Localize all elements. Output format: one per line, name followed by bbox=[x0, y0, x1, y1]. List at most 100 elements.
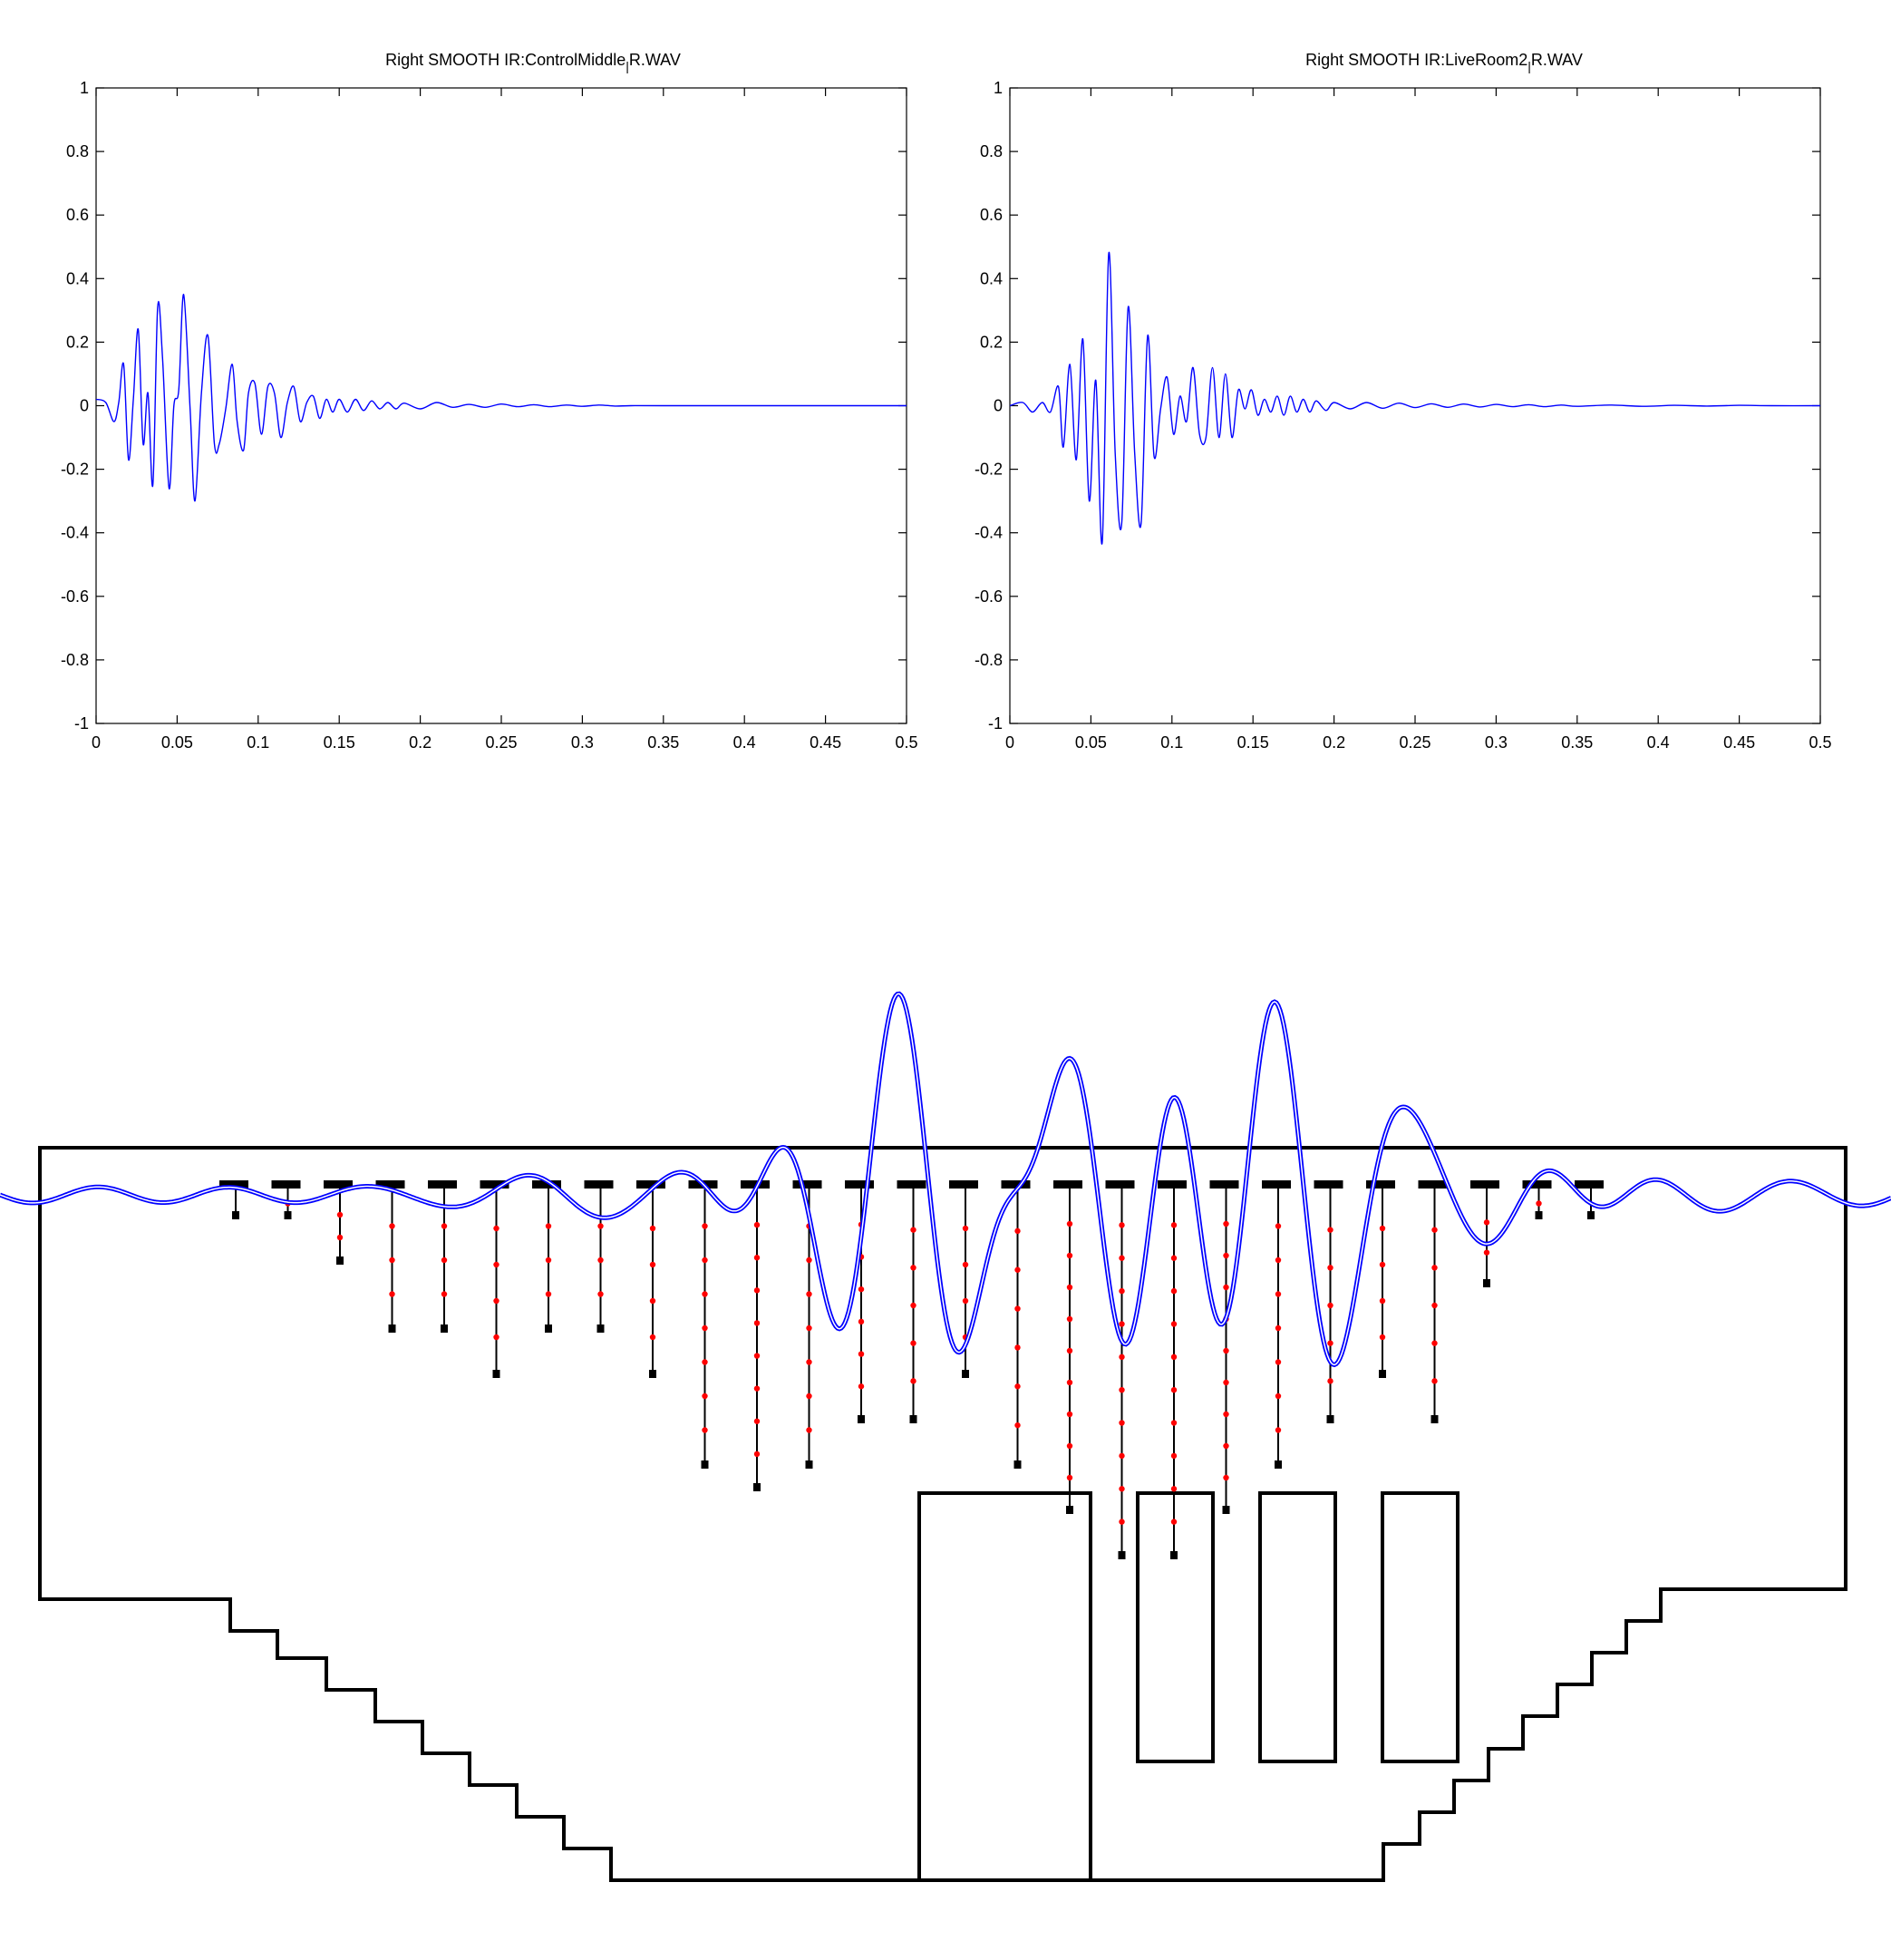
series-line bbox=[1009, 251, 1821, 545]
y-tick-label: -0.6 bbox=[975, 587, 1003, 606]
box-3 bbox=[1381, 1491, 1459, 1763]
stick-dot bbox=[1275, 1223, 1282, 1229]
stick-dot bbox=[1066, 1252, 1073, 1259]
stick-dot bbox=[493, 1297, 499, 1305]
stick-dot bbox=[1066, 1284, 1073, 1291]
x-tick-label: 0.05 bbox=[161, 733, 193, 752]
stick-dot bbox=[1170, 1255, 1178, 1261]
diffuser-tile bbox=[1470, 1180, 1499, 1189]
diffuser-tile bbox=[1001, 1180, 1031, 1189]
diffuser-stick bbox=[428, 1180, 457, 1333]
diffuser-tile bbox=[480, 1180, 509, 1189]
stick-dot bbox=[493, 1334, 499, 1341]
y-tick-label: -0.6 bbox=[61, 587, 89, 606]
stick-weight bbox=[388, 1324, 396, 1333]
diffuser-stick bbox=[688, 1180, 718, 1469]
stick-dot bbox=[1170, 1420, 1178, 1426]
stick-dot bbox=[1066, 1474, 1073, 1481]
diffuser-tile bbox=[1366, 1180, 1395, 1189]
y-tick-label: 0.6 bbox=[66, 206, 89, 224]
stick-dot bbox=[1119, 1486, 1125, 1492]
plot-title-main: Right SMOOTH IR:LiveRoom2 bbox=[1305, 51, 1527, 69]
plot-title-suffix: R.WAV bbox=[629, 51, 681, 69]
diffuser-tile bbox=[1522, 1180, 1552, 1189]
stick-weight bbox=[701, 1460, 709, 1469]
stick-dot bbox=[389, 1291, 395, 1297]
stick-dot bbox=[858, 1383, 865, 1390]
stick-weight bbox=[1430, 1415, 1439, 1423]
stick-dot bbox=[597, 1223, 604, 1229]
stick-dot bbox=[1119, 1222, 1125, 1228]
x-tick-label: 0.5 bbox=[895, 733, 917, 752]
stick-dot bbox=[1379, 1225, 1386, 1232]
diffuser-tile bbox=[1053, 1180, 1082, 1189]
stick-dot bbox=[1379, 1261, 1386, 1268]
stick-weight bbox=[1066, 1506, 1073, 1514]
stick-dot bbox=[962, 1225, 969, 1232]
box-1 bbox=[1136, 1491, 1215, 1763]
box-2 bbox=[1258, 1491, 1337, 1763]
stick-dot bbox=[1066, 1315, 1073, 1323]
diffuser-stick bbox=[1575, 1180, 1604, 1219]
y-tick-labels: 1 0.8 0.6 0.4 0.2 0 -0.2 -0.4 -0.6 -0.8 -1 bbox=[61, 79, 89, 733]
stick-dot bbox=[1379, 1334, 1386, 1341]
diffuser-tile bbox=[741, 1180, 770, 1189]
stick-dot bbox=[806, 1427, 812, 1433]
diffuser-stick bbox=[480, 1180, 509, 1378]
stick-dot bbox=[753, 1385, 761, 1392]
diffuser-tile bbox=[897, 1180, 926, 1189]
diffuser-tile bbox=[219, 1180, 248, 1189]
axis-ticks bbox=[1009, 87, 1821, 724]
stick-weight bbox=[1535, 1211, 1543, 1219]
stick-dot bbox=[1170, 1519, 1178, 1525]
diffuser-stick bbox=[897, 1180, 926, 1423]
x-tick-label: 0.5 bbox=[1809, 733, 1831, 752]
diffuser-stick bbox=[1209, 1180, 1239, 1514]
stick-dot bbox=[1119, 1255, 1125, 1261]
x-tick-label: 0.15 bbox=[324, 733, 355, 752]
stick-weight bbox=[1170, 1551, 1178, 1559]
diffuser-tile bbox=[792, 1180, 822, 1189]
stick-dot bbox=[753, 1255, 761, 1261]
stick-weight bbox=[545, 1324, 552, 1333]
stick-dot bbox=[1483, 1249, 1490, 1256]
stick-weight bbox=[1222, 1506, 1230, 1514]
diffuser-stick bbox=[532, 1180, 561, 1333]
stick-dot bbox=[1223, 1284, 1229, 1291]
stick-weight bbox=[336, 1257, 344, 1265]
stick-dot bbox=[753, 1418, 761, 1424]
diffuser-tile bbox=[949, 1180, 978, 1189]
waveform-overlay bbox=[0, 991, 1891, 1368]
stick-dot bbox=[1431, 1302, 1438, 1309]
diffuser-stick bbox=[1470, 1180, 1499, 1287]
stick-weight bbox=[284, 1211, 292, 1219]
stick-weight bbox=[753, 1483, 761, 1491]
stick-dot bbox=[962, 1261, 969, 1268]
stick-dot bbox=[858, 1318, 865, 1325]
stick-dot bbox=[597, 1291, 604, 1297]
stick-dot bbox=[753, 1451, 761, 1458]
diffuser-tile bbox=[532, 1180, 561, 1189]
x-tick-label: 0.45 bbox=[810, 733, 841, 752]
stick-dot bbox=[336, 1234, 344, 1241]
y-tick-label: 0 bbox=[994, 397, 1003, 415]
stick-dot bbox=[1483, 1219, 1490, 1226]
diffuser-stick bbox=[1314, 1180, 1343, 1423]
stick-dot bbox=[702, 1427, 708, 1433]
ir-waveform-line bbox=[95, 294, 907, 502]
stick-dot bbox=[1275, 1257, 1282, 1264]
diffuser-stick bbox=[792, 1180, 822, 1469]
stick-dot bbox=[1014, 1383, 1021, 1390]
stick-dot bbox=[806, 1324, 812, 1332]
stick-dot bbox=[702, 1257, 708, 1264]
diffuser-stick bbox=[1001, 1180, 1031, 1469]
stick-dot bbox=[753, 1287, 761, 1294]
x-tick-label: 0.1 bbox=[247, 733, 269, 752]
stick-dot bbox=[1014, 1266, 1021, 1273]
y-tick-label: -0.4 bbox=[61, 524, 89, 542]
stick-dot bbox=[1014, 1421, 1021, 1429]
diffuser-tile bbox=[324, 1180, 353, 1189]
stick-dot bbox=[649, 1225, 656, 1232]
diffuser-stick bbox=[375, 1180, 405, 1333]
y-tick-label: 0.8 bbox=[66, 142, 89, 160]
